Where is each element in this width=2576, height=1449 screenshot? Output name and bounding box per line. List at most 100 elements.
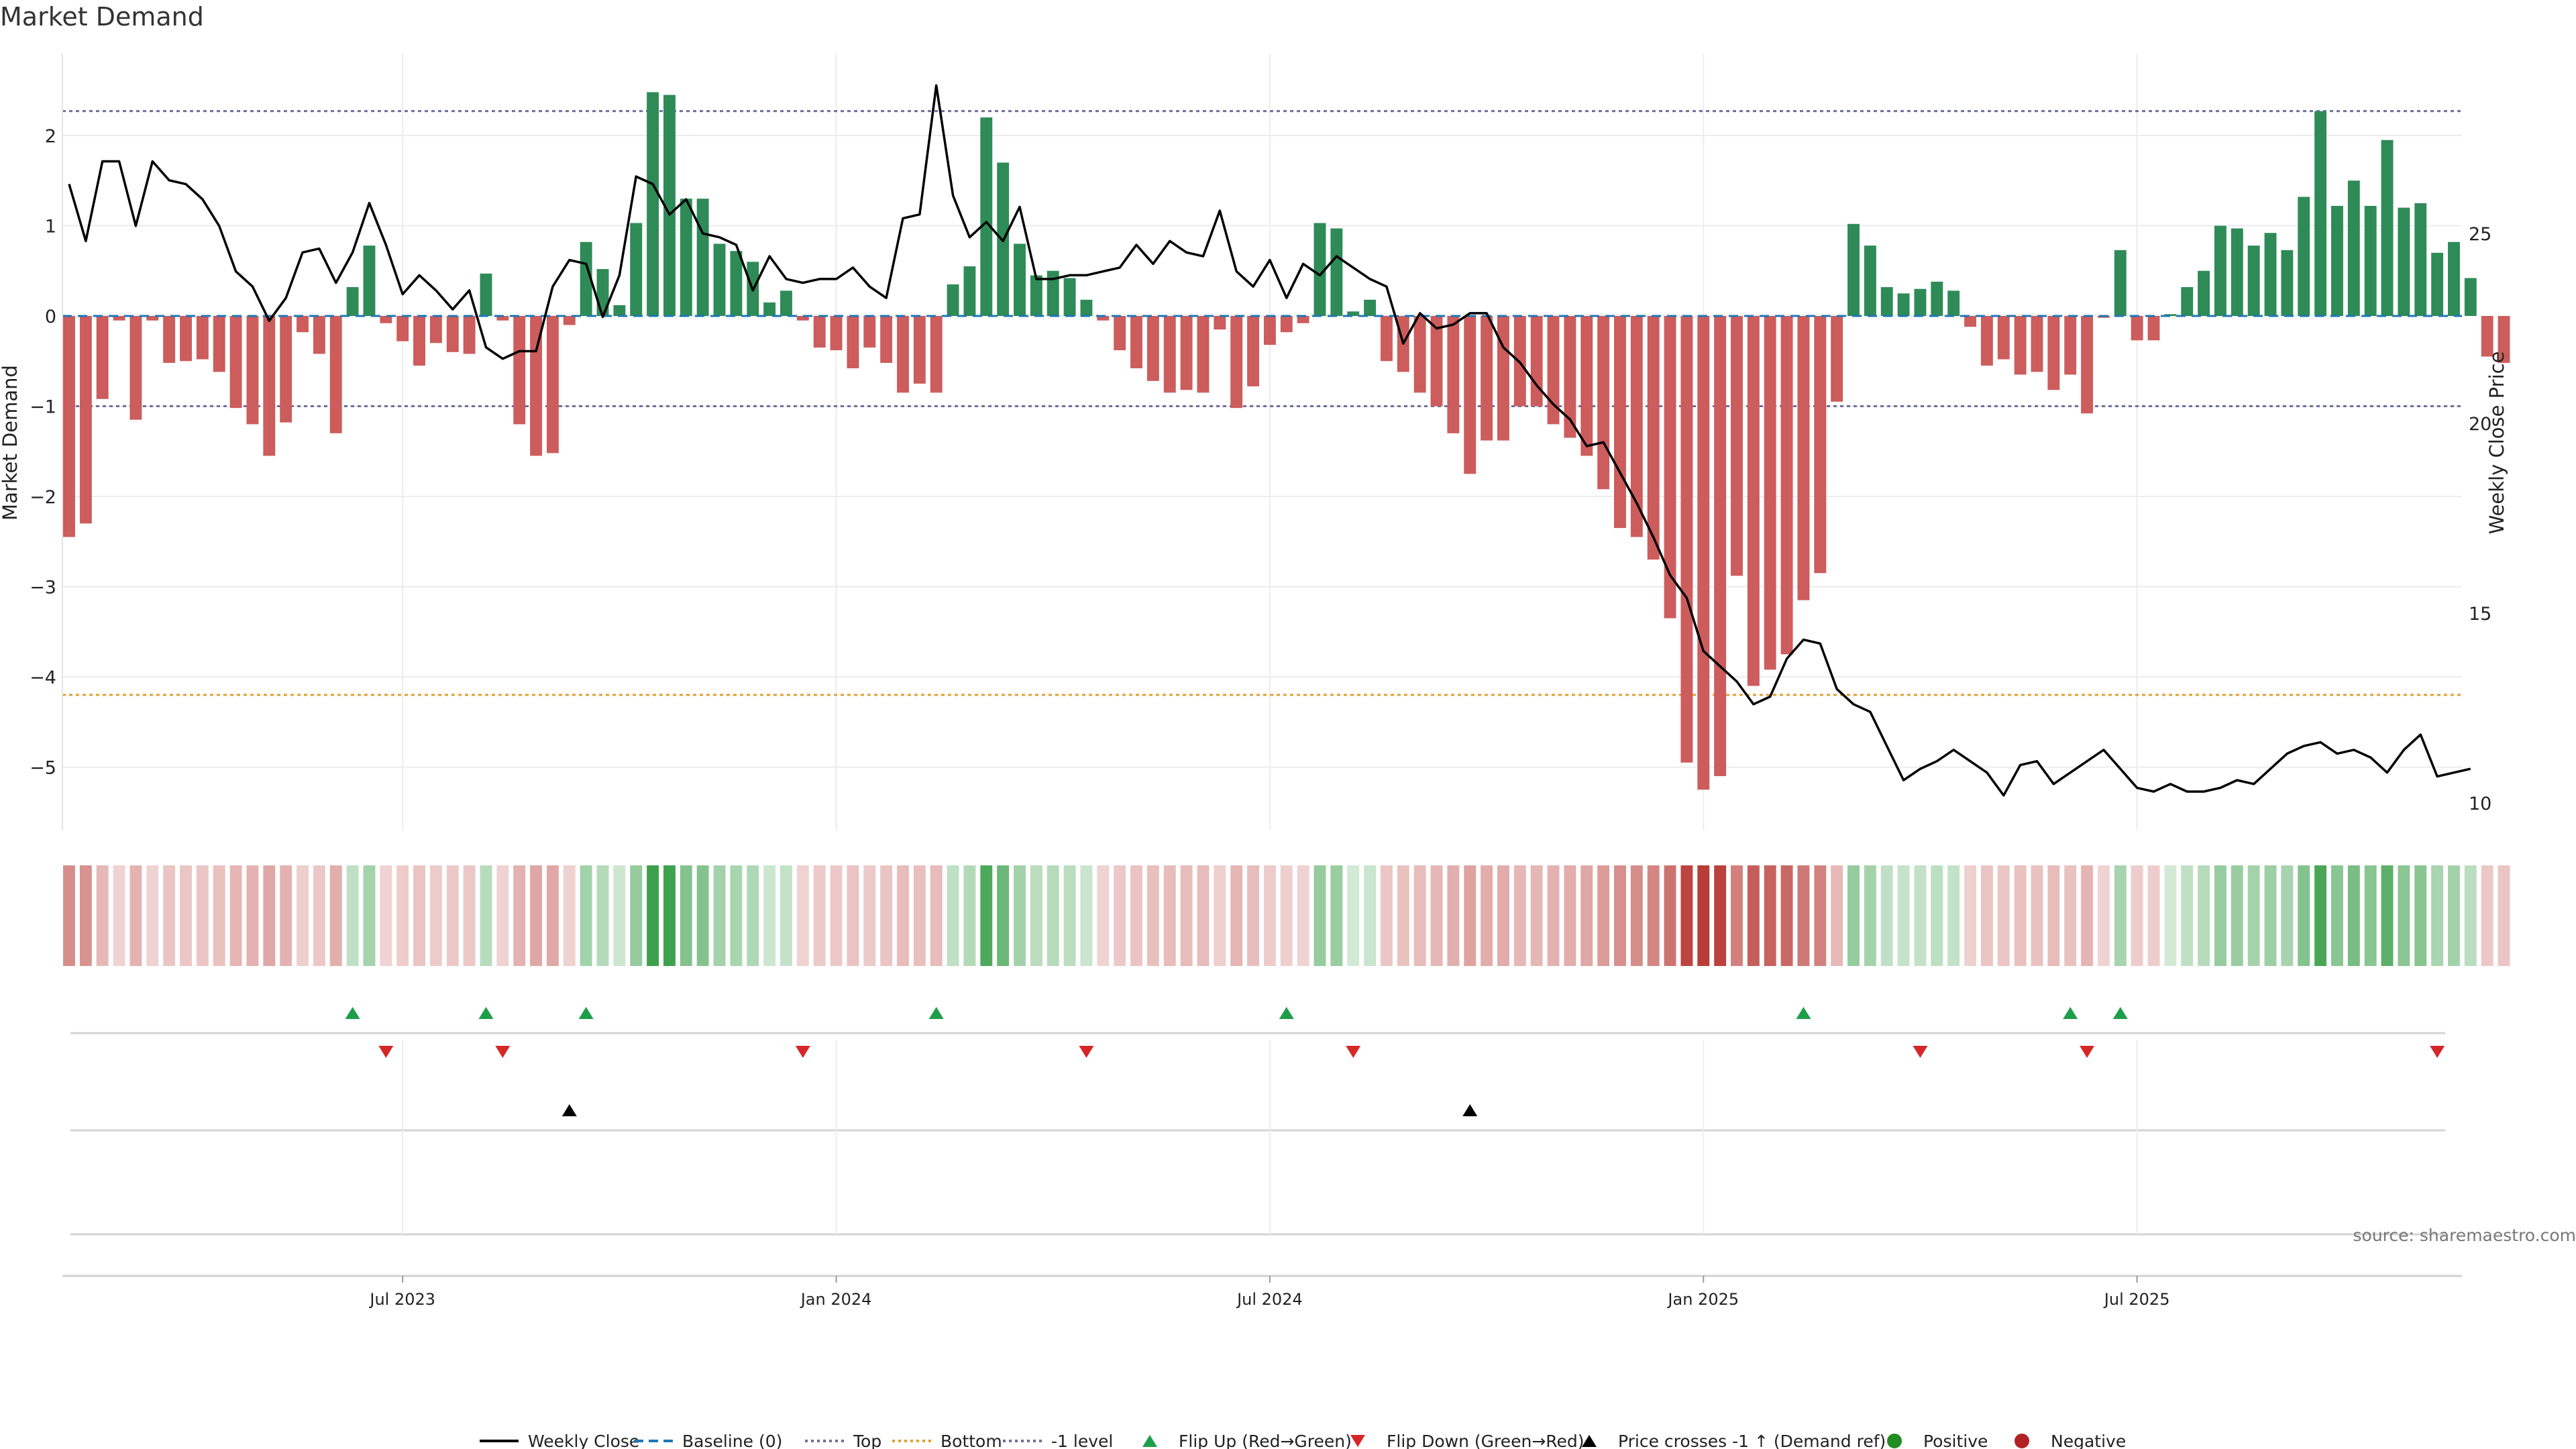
right-tick-label: 25 [2469,224,2491,245]
demand-bar [730,251,743,316]
heat-cell [1097,865,1110,966]
heat-cell [2164,865,2177,966]
heat-cell [863,865,876,966]
heat-cell [363,865,376,966]
source-label: source: sharemaestro.com [2353,1226,2576,1245]
heat-cell [2064,865,2077,966]
heat-cell [446,865,459,966]
heat-cell [429,865,442,966]
demand-bar [830,316,843,351]
flip-up-marker [478,1007,494,1019]
demand-bar [1046,270,1059,316]
demand-bar [647,92,659,316]
heat-cell [947,865,959,966]
heat-cell [1347,865,1360,966]
heat-cell [897,865,909,966]
heat-cell [297,865,309,966]
demand-bar [1464,316,1477,474]
demand-bar [1347,311,1360,316]
heat-cell [2047,865,2060,966]
legend-swatch-triangle-up [1582,1435,1597,1447]
price-cross-marker [1462,1104,1478,1116]
heat-cell [1547,865,1560,966]
demand-bar [1914,288,1927,316]
heat-cell [1197,865,1210,966]
demand-bar [2147,316,2160,341]
demand-bar [1864,246,1876,316]
demand-bar [2381,140,2394,316]
demand-bar [1680,316,1693,763]
demand-bar [1831,316,1843,402]
heat-cell [163,865,176,966]
demand-bar [713,244,726,316]
demand-bar [1747,316,1760,686]
heat-cell [1464,865,1477,966]
heat-cell [2097,865,2110,966]
heat-cell [1497,865,1509,966]
heat-cell [1831,865,1843,966]
legend-item: Price crosses -1 ↑ (Demand ref) [1582,1432,1886,1449]
demand-bar [963,266,976,316]
heat-cell [1330,865,1343,966]
heat-cell [1880,865,1893,966]
heat-cell [396,865,409,966]
demand-bar [396,316,409,341]
demand-bar [1247,316,1260,386]
heat-cell [213,865,225,966]
heat-cell [1697,865,1710,966]
flip-up-marker [2112,1007,2128,1019]
demand-bar [196,316,209,360]
demand-bar [113,316,125,321]
heat-cell [913,865,926,966]
heat-cell [129,865,142,966]
x-axis: Jul 2023 Jan 2024 Jul 2024 Jan 2025 Jul 2025 [62,1275,2462,1309]
demand-bar [2281,250,2294,316]
demand-bar [229,316,242,409]
heat-cell [1964,865,1976,966]
demand-bar [329,316,342,433]
heat-cell [1180,865,1193,966]
demand-bar [2448,241,2460,316]
demand-bar [2014,316,2027,375]
demand-bar [613,305,626,316]
right-tick-label: 15 [2469,604,2491,625]
demand-bar [2347,180,2360,316]
heat-cell [1597,865,1610,966]
demand-bar [1330,228,1343,316]
heat-cell [1747,865,1760,966]
legend-item: Top [805,1432,881,1449]
heat-strip [63,865,2510,966]
heat-cell [2314,865,2327,966]
heat-cell [2181,865,2194,966]
heat-cell [930,865,943,966]
demand-bar [1380,316,1393,362]
heat-cell [2448,865,2460,966]
demand-bar [1280,316,1293,333]
demand-bar [280,316,292,423]
heat-cell [2481,865,2493,966]
demand-bar [1413,316,1426,393]
heat-cell [2281,865,2294,966]
demand-bar [680,199,692,316]
x-tick-label: Jul 2025 [2103,1290,2170,1309]
heat-cell [1481,865,1493,966]
demand-bar [363,246,376,316]
heat-cell [2347,865,2360,966]
heat-cell [747,865,759,966]
demand-bar [1947,290,1960,316]
heat-cell [680,865,692,966]
heat-cell [663,865,676,966]
left-tick-label: 2 [45,126,56,147]
heat-cell [1580,865,1593,966]
heat-cell [2414,865,2427,966]
flip-up-marker [1279,1007,1294,1019]
demand-bar [1530,316,1543,407]
demand-bar [2131,316,2143,341]
flip-down-marker [378,1046,394,1058]
heat-cell [2498,865,2510,966]
heat-cell [96,865,109,966]
x-tick-label: Jul 2024 [1236,1290,1303,1309]
demand-bar [2314,111,2327,316]
demand-bar [1080,299,1093,316]
